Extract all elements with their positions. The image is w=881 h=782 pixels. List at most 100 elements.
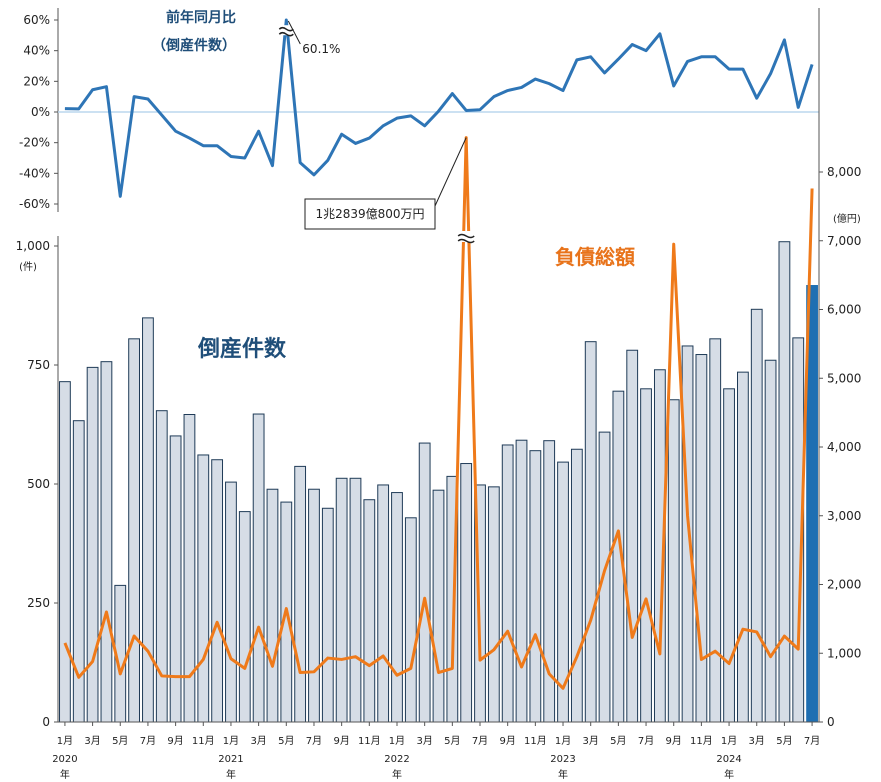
left-y-tick-label: 500: [27, 477, 50, 491]
bar: [709, 338, 722, 723]
bar: [211, 459, 224, 723]
top-y-tick-label: -40%: [19, 166, 50, 180]
x-month-label: 9月: [666, 735, 682, 747]
right-y-tick-label: 5,000: [827, 371, 861, 385]
bar: [59, 381, 71, 723]
bar: [363, 499, 376, 723]
x-month-label: 7月: [638, 735, 654, 747]
top-y-tick-label: -20%: [19, 136, 50, 150]
bar: [487, 486, 500, 723]
x-month-label: 5月: [776, 735, 792, 747]
bar: [294, 465, 307, 723]
x-month-label: 3月: [749, 735, 765, 747]
right-y-tick-label: 4,000: [827, 440, 861, 454]
x-month-label: 1月: [721, 735, 737, 747]
bar: [128, 338, 140, 723]
x-month-label: 5月: [444, 735, 460, 747]
bar: [626, 349, 639, 723]
top-y-tick-label: 0%: [31, 105, 50, 119]
x-month-label: 3月: [84, 735, 100, 747]
bar: [86, 366, 99, 723]
yoy-line-series: 60.1%: [64, 18, 814, 198]
x-month-label: 5月: [278, 735, 294, 747]
bar: [764, 359, 777, 723]
left-y-tick-label: 0: [42, 715, 50, 729]
top-y-tick-label: 20%: [23, 74, 50, 88]
bar: [737, 371, 749, 723]
bar: [418, 442, 431, 723]
bar: [778, 241, 791, 723]
bar: [266, 488, 279, 723]
bar: [681, 345, 694, 723]
bar: [391, 492, 403, 723]
debt-annotation-box: [304, 198, 436, 230]
bar: [640, 388, 652, 723]
right-y-unit: (億円): [833, 212, 861, 225]
x-month-label: 5月: [112, 735, 128, 747]
debt-break-mark: [457, 233, 475, 244]
left-y-unit: (件): [19, 261, 37, 273]
yoy-title: 前年同月比: [166, 9, 236, 26]
x-month-label: 7月: [306, 735, 322, 747]
debt-line-series: 1兆2839億800万円: [63, 136, 814, 690]
x-month-label: 1月: [223, 735, 239, 747]
x-month-label: 11月: [358, 735, 381, 747]
bar: [100, 361, 113, 723]
yoy-annotation-leader: [287, 20, 301, 45]
bar: [598, 431, 611, 723]
bar: [584, 341, 597, 723]
right-y-tick-label: 0: [827, 715, 835, 729]
debt-series-label: 負債総額: [555, 245, 635, 269]
x-month-label: 9月: [167, 735, 183, 747]
left-y-tick-label: 1,000: [16, 239, 50, 253]
x-month-label: 7月: [140, 735, 156, 747]
x-month-label: 3月: [250, 735, 266, 747]
x-month-label: 1月: [389, 735, 405, 747]
x-month-label: 11月: [192, 735, 215, 747]
top-panel-axes: 60% 40% 20% 0% -20% -40% -60%: [19, 8, 819, 212]
right-y-tick-label: 1,000: [827, 646, 861, 660]
x-month-label: 1月: [57, 735, 73, 747]
yoy-break-gap: [278, 25, 295, 36]
bar: [667, 399, 680, 723]
bar: [501, 444, 514, 723]
top-y-tick-label: 60%: [23, 13, 50, 27]
x-month-label: 5月: [610, 735, 626, 747]
bar: [460, 463, 473, 723]
right-y-tick-label: 6,000: [827, 303, 861, 317]
right-y-tick-label: 3,000: [827, 509, 861, 523]
x-year-suffix: 年: [558, 768, 568, 781]
right-y-tick-label: 2,000: [827, 578, 861, 592]
bar: [335, 477, 348, 723]
debt-annotation: 1兆2839億800万円: [315, 207, 424, 221]
x-year-suffix: 年: [392, 768, 402, 781]
bar: [515, 439, 528, 723]
x-year-suffix: 年: [724, 768, 734, 781]
x-year-suffix: 年: [60, 768, 70, 781]
bar-series: [59, 241, 818, 723]
left-y-tick-label: 750: [27, 358, 50, 372]
x-month-label: 7月: [472, 735, 488, 747]
x-year-label: 2020: [52, 754, 77, 765]
x-year-suffix: 年: [226, 768, 236, 781]
bar: [252, 413, 265, 723]
bar: [432, 489, 445, 723]
x-month-label: 11月: [690, 735, 713, 747]
chart-labels: 前年同月比 （倒産件数） 倒産件数 負債総額: [152, 9, 635, 362]
bar: [529, 450, 542, 723]
x-year-label: 2023: [550, 754, 575, 765]
yoy-break-mark: [278, 26, 294, 37]
x-month-label: 9月: [499, 735, 515, 747]
x-year-label: 2024: [716, 754, 741, 765]
bar: [377, 484, 390, 723]
bar: [169, 435, 182, 723]
top-y-tick-label: -60%: [19, 197, 50, 211]
x-month-label: 1月: [555, 735, 571, 747]
x-month-label: 3月: [583, 735, 599, 747]
x-month-label: 7月: [804, 735, 820, 747]
right-y-tick-label: 8,000: [827, 165, 861, 179]
bar-series-label: 倒産件数: [197, 336, 287, 362]
left-y-tick-label: 250: [27, 596, 50, 610]
debt-annotation-leader: [434, 137, 467, 207]
